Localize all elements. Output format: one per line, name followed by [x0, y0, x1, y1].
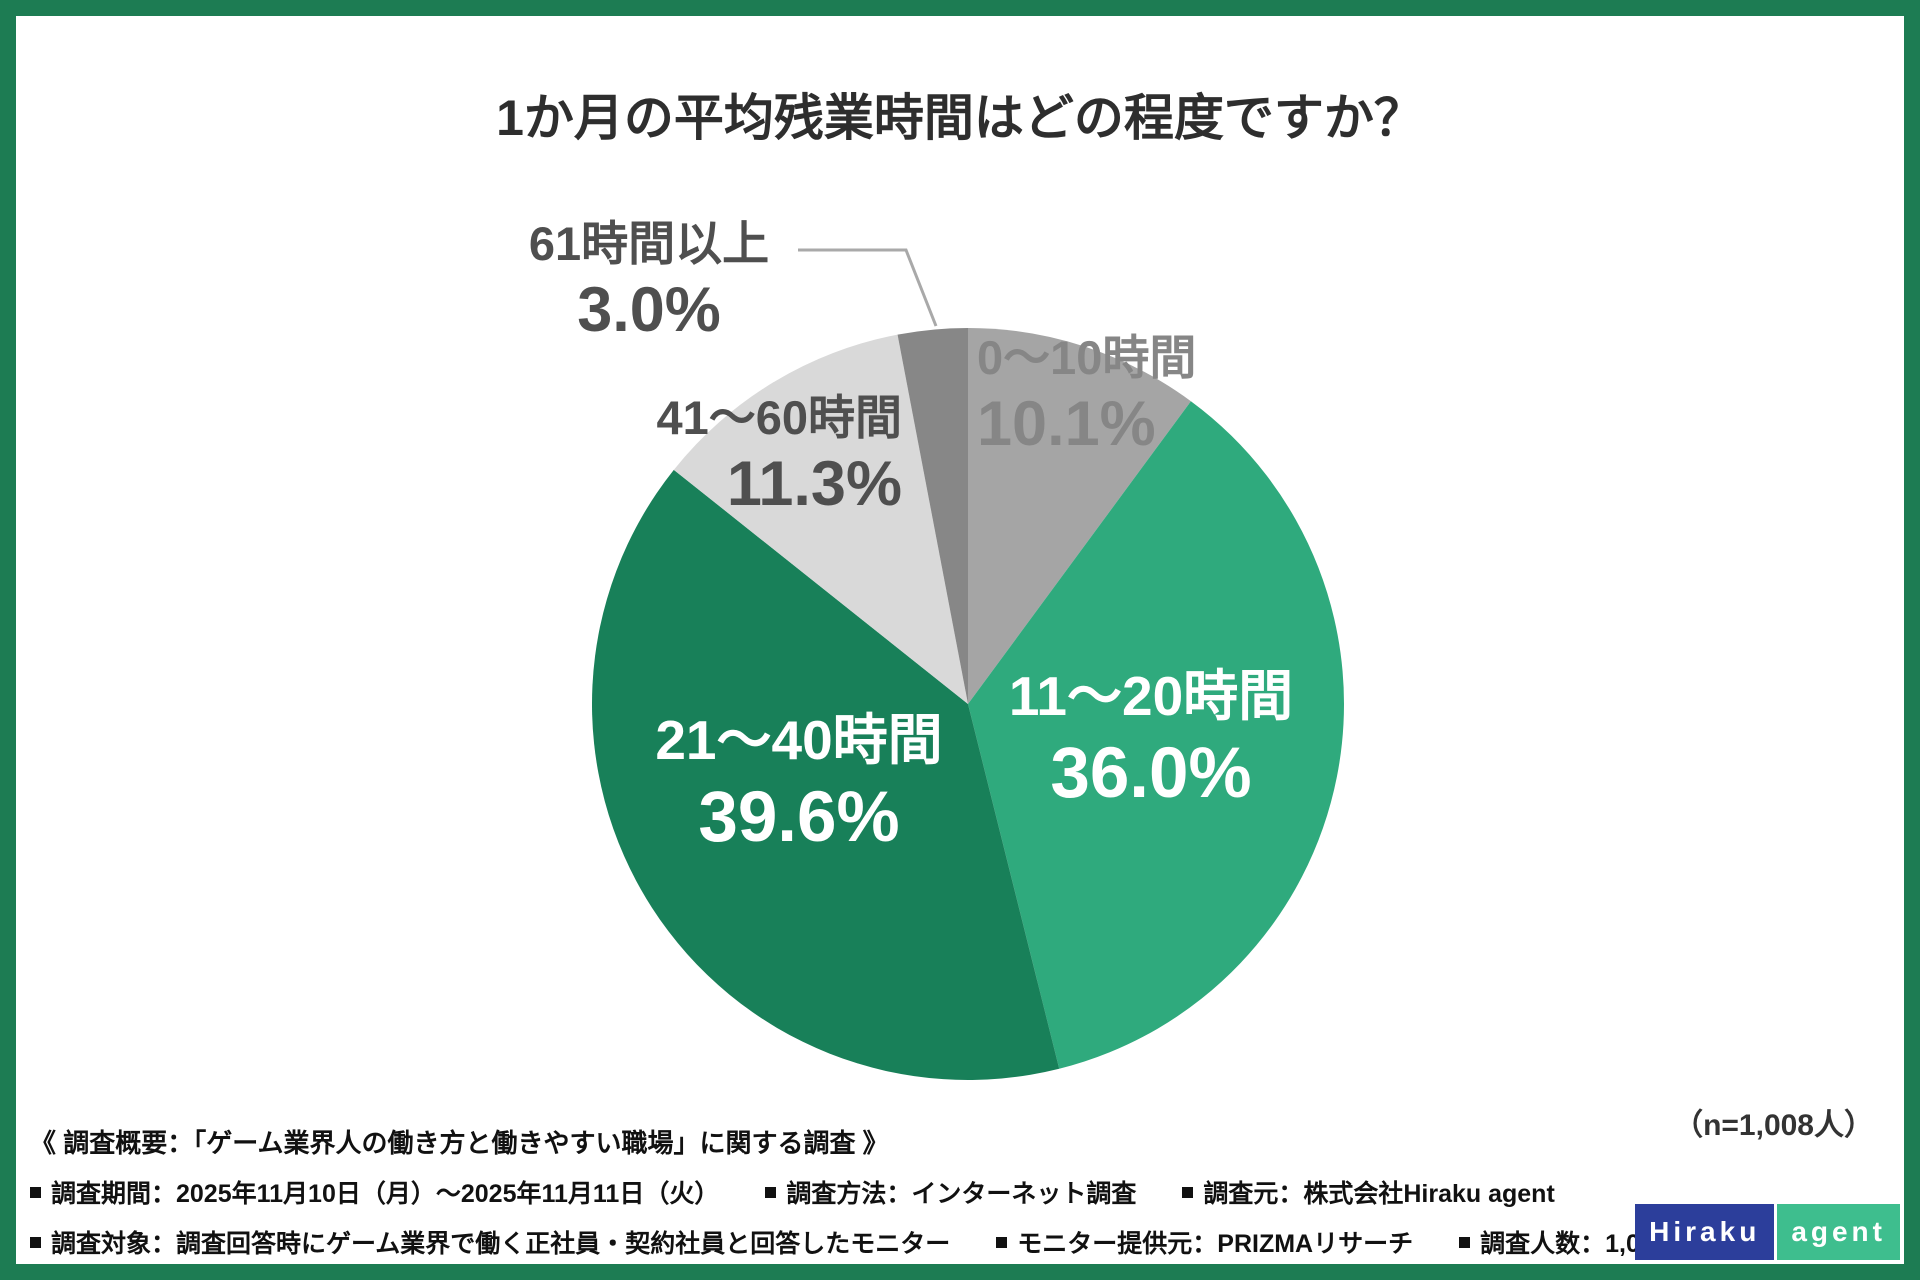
bullet-square-icon [1182, 1186, 1194, 1198]
bullet-square-icon [996, 1236, 1008, 1248]
pie-label-percent: 39.6% [698, 777, 900, 857]
pie-label-percent: 10.1% [977, 388, 1156, 459]
pie-label-0-10: 0〜10時間 10.1% [977, 331, 1197, 459]
pie-label-percent: 3.0% [577, 274, 721, 345]
survey-item-method: 調査方法：インターネット調査 [765, 1174, 1136, 1210]
pie-label-name: 0〜10時間 [977, 331, 1197, 384]
pie-label-percent: 11.3% [726, 448, 902, 519]
pie-label-name: 61時間以上 [528, 217, 770, 270]
pie-slices-group [591, 328, 1345, 1081]
leader-line-61plus [798, 248, 938, 327]
pie-slice-1 [968, 401, 1345, 1069]
survey-item-text: 調査元：株式会社Hiraku agent [1203, 1180, 1555, 1208]
survey-item-text: モニター提供元：PRIZMAリサーチ [1017, 1230, 1414, 1258]
pie-slice-0 [968, 328, 1191, 704]
survey-line-3: 調査対象：調査回答時にゲーム業界で働く正社員・契約社員と回答したモニター モニタ… [30, 1224, 1693, 1260]
logo-agent-block: agent [1777, 1204, 1900, 1260]
survey-item-period: 調査期間：2025年11月10日（月）〜2025年11月11日（火） [30, 1174, 719, 1210]
pie-slice-4 [897, 328, 968, 704]
bullet-square-icon [765, 1186, 777, 1198]
bullet-square-icon [30, 1236, 41, 1248]
hiraku-agent-logo: Hiraku agent [1635, 1204, 1900, 1260]
sample-size-label: （n=1,008人） [1673, 1109, 1874, 1142]
survey-item-source: 調査元：株式会社Hiraku agent [1182, 1174, 1555, 1210]
pie-label-name: 21〜40時間 [655, 709, 943, 771]
pie-slice-2 [591, 469, 1060, 1081]
survey-overview: 《 調査概要：「ゲーム業界人の働き方と働きやすい職場」に関する調査 》 [30, 1128, 889, 1158]
survey-item-text: 調査方法：インターネット調査 [786, 1180, 1137, 1208]
survey-item-text: 調査期間：2025年11月10日（月）〜2025年11月11日（火） [51, 1180, 720, 1208]
pie-label-percent: 36.0% [1050, 733, 1252, 813]
pie-label-61-plus: 61時間以上 3.0% [528, 217, 770, 345]
pie-label-name: 41〜60時間 [656, 391, 902, 444]
survey-item-monitor-provider: モニター提供元：PRIZMAリサーチ [996, 1224, 1413, 1260]
survey-item-text: 調査対象：調査回答時にゲーム業界で働く正社員・契約社員と回答したモニター [51, 1230, 951, 1258]
survey-summary: 《 調査概要：「ゲーム業界人の働き方と働きやすい職場」に関する調査 》 調査期間… [30, 1123, 1693, 1260]
pie-label-11-20: 11〜20時間 36.0% [1008, 665, 1294, 813]
survey-item-target: 調査対象：調査回答時にゲーム業界で働く正社員・契約社員と回答したモニター [30, 1224, 950, 1260]
pie-label-name: 11〜20時間 [1008, 665, 1294, 727]
chart-title: 1か月の平均残業時間はどの程度ですか？ [496, 90, 1424, 146]
survey-line-2: 調査期間：2025年11月10日（月）〜2025年11月11日（火） 調査方法：… [30, 1174, 1693, 1210]
pie-label-21-40: 21〜40時間 39.6% [655, 709, 943, 857]
pie-slice-3 [673, 334, 968, 704]
pie-label-41-60: 41〜60時間 11.3% [656, 391, 902, 519]
bullet-square-icon [30, 1186, 41, 1198]
logo-hiraku-block: Hiraku [1635, 1204, 1775, 1260]
bullet-square-icon [1459, 1236, 1471, 1248]
